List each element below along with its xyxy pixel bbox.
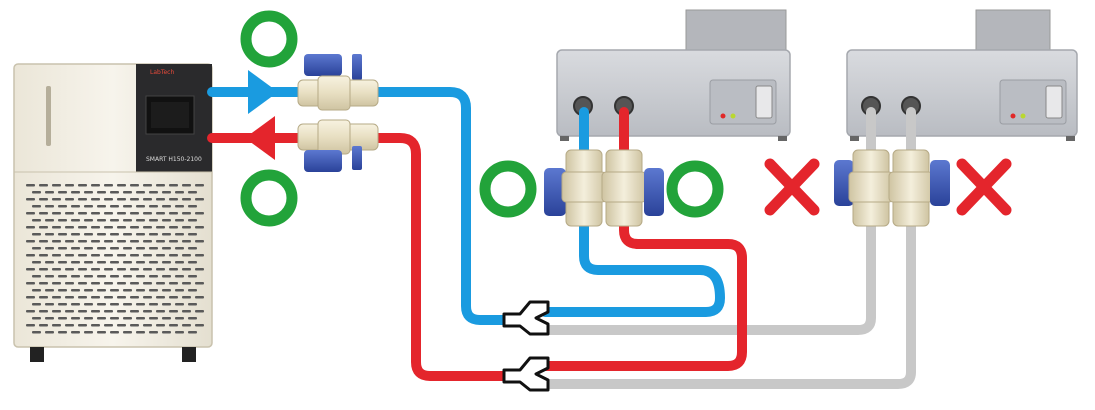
device-1-led-green [730, 113, 736, 119]
return-flow-arrow-icon [245, 116, 275, 160]
device-2-supply-ng-icon [764, 158, 820, 216]
device-1-return-line [540, 107, 747, 371]
device-2-led-red [1010, 113, 1016, 119]
device-2 [846, 9, 1078, 141]
chiller-handle [46, 86, 51, 146]
return-ball-valve[interactable] [297, 119, 379, 172]
device-1-supply-ok-icon [479, 160, 537, 218]
device-1-return-valve[interactable] [601, 149, 664, 227]
device-1-return-ok-icon [666, 160, 724, 218]
device-1-supply-valve[interactable] [544, 149, 607, 227]
supply-flow-arrow-icon [248, 70, 278, 114]
device-2-supply-line [540, 107, 876, 335]
chiller-foot-right [182, 347, 196, 362]
device-2-return-line [540, 107, 916, 389]
device-2-led-green [1020, 113, 1026, 119]
return-valve-ok-icon [240, 169, 298, 227]
device-2-return-ng-icon [956, 158, 1012, 216]
supply-ball-valve[interactable] [297, 54, 379, 111]
chiller-vent-grille [26, 184, 204, 334]
device-2-return-valve[interactable] [888, 149, 950, 227]
return-y-splitter [502, 356, 550, 392]
chiller-brand-logo: LabTech [150, 69, 174, 76]
chiller-foot-left [30, 347, 44, 362]
chiller-unit: LabTech SMART H150-2100 [13, 63, 213, 362]
supply-y-splitter [502, 300, 550, 336]
device-1-led-red [720, 113, 726, 119]
device-1-supply-line [540, 107, 725, 317]
supply-valve-ok-icon [240, 10, 298, 68]
device-2-supply-valve[interactable] [834, 149, 894, 227]
chiller-model-label: SMART H150-2100 [146, 156, 202, 163]
device-1 [556, 9, 791, 141]
